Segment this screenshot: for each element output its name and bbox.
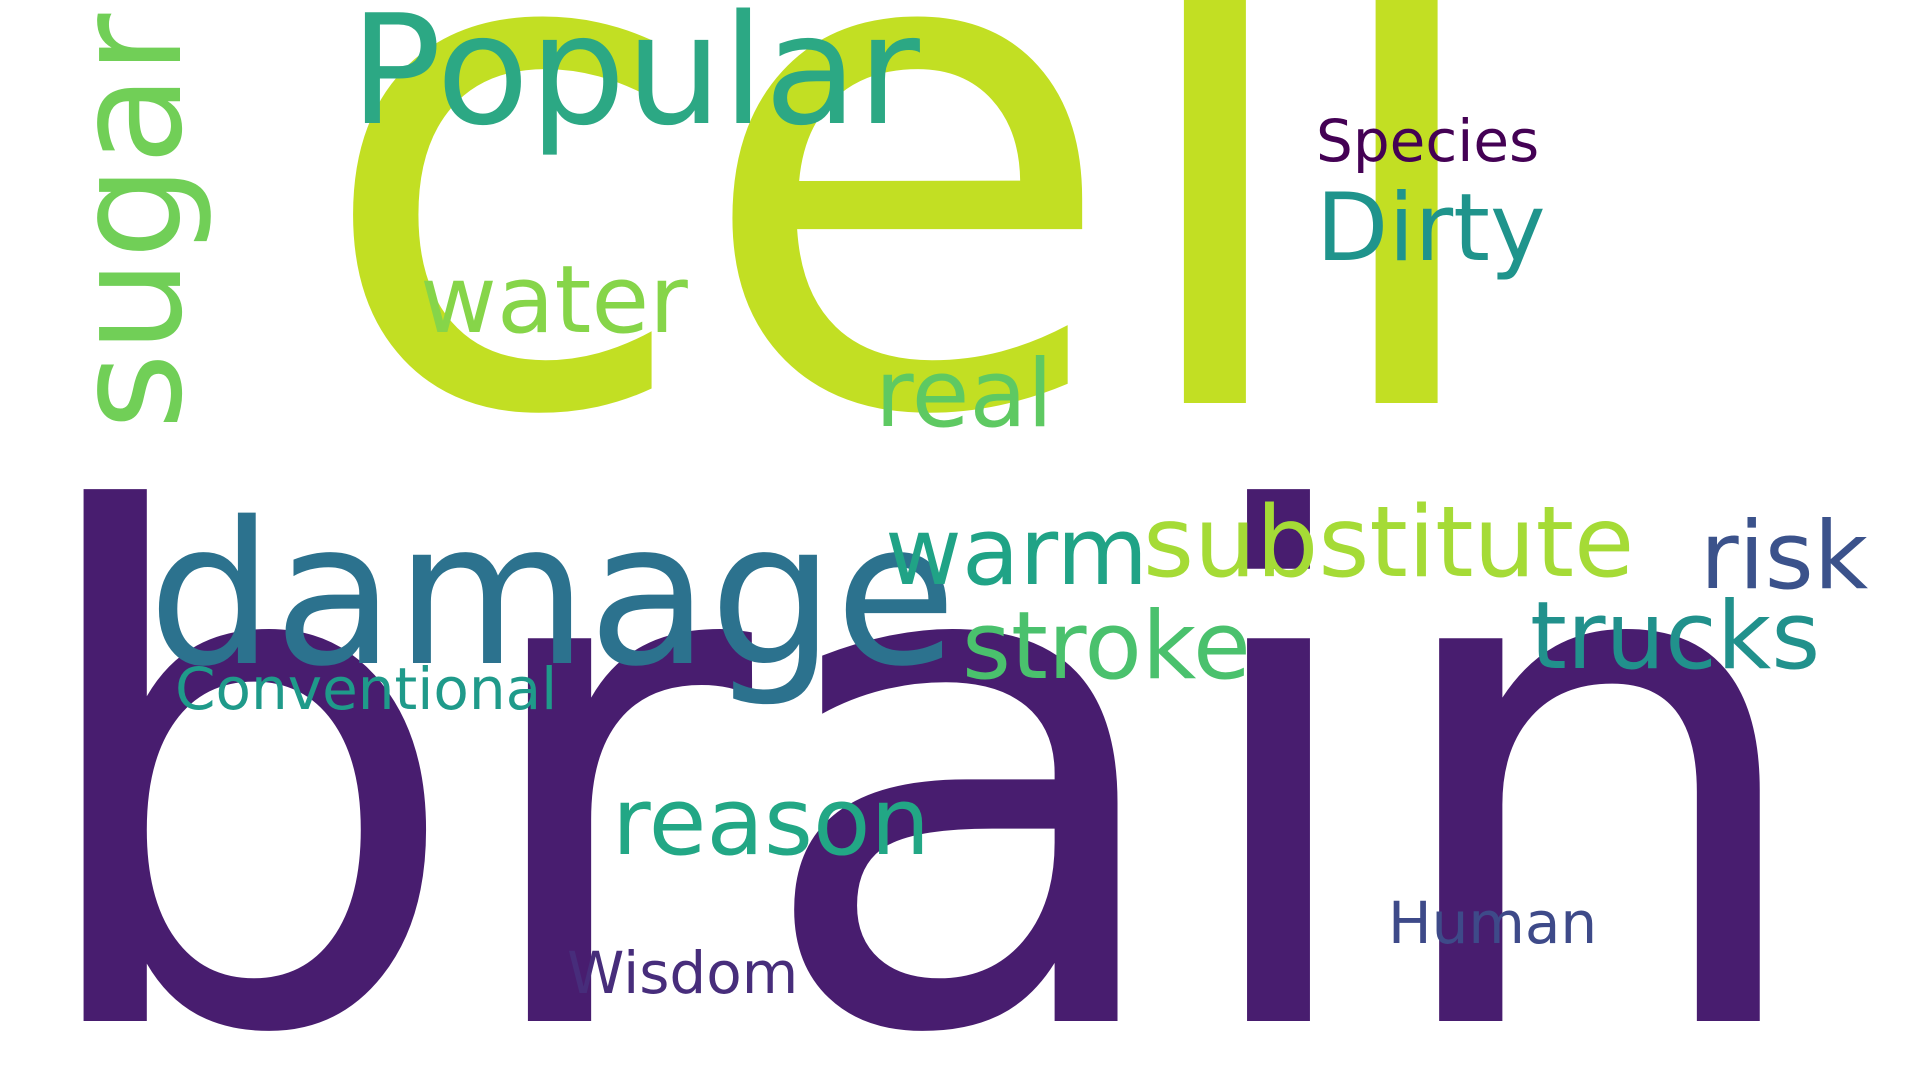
word-brain: brain	[20, 372, 1820, 1080]
word-stroke: stroke	[962, 592, 1251, 701]
word-damage: damage	[148, 479, 957, 710]
word-dirty: Dirty	[1316, 174, 1546, 283]
word-species: Species	[1316, 107, 1540, 175]
word-human: Human	[1388, 889, 1598, 957]
word-wisdom: Wisdom	[567, 939, 799, 1007]
word-warm: warm	[885, 498, 1149, 607]
word-water: water	[420, 246, 688, 355]
word-cell: cell	[315, 0, 1503, 566]
word-real: real	[875, 340, 1054, 449]
word-sugar: sugar	[43, 13, 215, 430]
word-conventional: Conventional	[175, 655, 558, 723]
word-popular: Popular	[350, 0, 920, 159]
word-trucks: trucks	[1530, 582, 1821, 691]
word-risk: risk	[1700, 502, 1869, 611]
word-reason: reason	[612, 768, 931, 877]
word-substitute: substitute	[1143, 486, 1635, 600]
